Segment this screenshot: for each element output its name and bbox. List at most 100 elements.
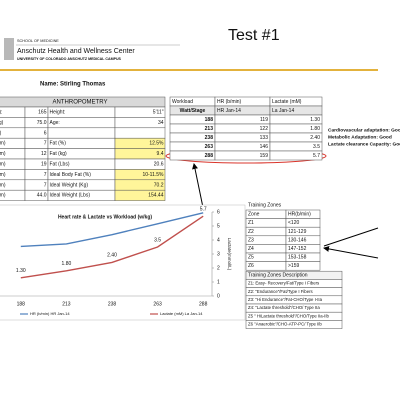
- table-cell-text: 7: [44, 182, 47, 188]
- table-subheader: La Jan-14: [272, 108, 294, 114]
- data-label: 2.40: [107, 253, 117, 259]
- arrow: [323, 245, 379, 259]
- table-cell-text: Ideal Weight (Lbs): [50, 193, 91, 199]
- table-cell: [269, 150, 323, 161]
- table-cell-text: Z3: [248, 237, 254, 243]
- table-cell-text: Z6: [248, 263, 254, 269]
- table-cell-text: 188: [205, 117, 214, 123]
- table-header: HR(b/min): [288, 212, 311, 218]
- data-label: 1.80: [62, 261, 72, 267]
- series-line: [20, 215, 204, 279]
- table-cell: [0, 117, 26, 129]
- table-cell-text: Kg): [0, 120, 4, 126]
- data-label: 5.7: [200, 207, 207, 213]
- y2-tick-label: 6: [217, 209, 220, 215]
- arrow-line: [323, 227, 379, 247]
- patient-name: Name: Stirling Thomas: [40, 82, 106, 88]
- table-cell: [0, 106, 26, 118]
- chart-title: Heart rate & Lactate vs Workload (w/kg): [58, 214, 152, 220]
- table-subheader: HR Jan-14: [217, 108, 241, 114]
- table-cell-text: Ideal Body Fat (%): [50, 172, 92, 178]
- y2-tick-label: 3: [217, 251, 220, 257]
- campus-label: UNIVERSITY OF COLORADO ANSCHUTZ MEDICAL …: [17, 57, 122, 61]
- y2-tick-label: 0: [217, 293, 220, 299]
- table-cell-text: 146: [260, 144, 269, 150]
- assessment-line: Cardiovascular adaptation: Good: [328, 127, 400, 133]
- page-title: Test #1: [228, 27, 280, 44]
- table-cell-text: 70.2: [154, 182, 164, 188]
- table-cell-text: mm): [0, 141, 6, 147]
- table-cell-text: Fat (Lbs): [50, 162, 70, 168]
- table-subheader: Watt/Stage: [180, 108, 206, 114]
- table-cell-text: Z5: [248, 255, 254, 261]
- series-line: [20, 212, 204, 248]
- description-line: Z2: "Endurance"/Fat/Type I Fibers: [248, 289, 313, 294]
- table-cell-text: 6: [44, 130, 47, 136]
- table-cell-text: 7: [44, 141, 47, 147]
- assessment-line: Lactate clearance Capacity: Good: [328, 141, 400, 147]
- table-cell-text: Fat (kg): [50, 151, 68, 157]
- table-cell-text: 44.0: [37, 193, 47, 199]
- description-line: Z6 "Anaerobic"/CHO-ATP-PC/ Type IIb: [248, 322, 322, 327]
- table-cell-text: Fat (%): [50, 141, 67, 147]
- table-cell-text: 130-146: [288, 237, 307, 243]
- table-cell-text: 7: [44, 172, 47, 178]
- table-cell-text: 10-11.5%: [142, 172, 164, 178]
- table-cell-text: 9.4: [157, 151, 164, 157]
- table-cell-text: <120: [288, 220, 299, 226]
- table-cell-text: Age:: [50, 120, 60, 126]
- table-cell-text: 1.80: [310, 126, 320, 132]
- table-cell-text: Z2: [248, 229, 254, 235]
- table-cell-text: 288: [205, 153, 214, 159]
- table-cell: [114, 189, 166, 201]
- x-tick-label: 238: [108, 301, 117, 307]
- table-header: HR (b/min): [217, 99, 242, 105]
- assessment-line: Metabolic Adaptation: Good: [328, 134, 392, 140]
- table-cell-text: 153-158: [288, 255, 307, 261]
- table-cell-text: Ideal Weight (Kg): [50, 182, 89, 188]
- y2-tick-label: 2: [217, 265, 220, 271]
- y2-tick-label: 1: [217, 279, 220, 285]
- table-cell-text: 75.0: [37, 120, 47, 126]
- x-tick-label: 188: [17, 301, 26, 307]
- legend-label: Lactate (mM) La Jan-14: [160, 311, 203, 316]
- table-cell-text: mm): [0, 193, 6, 199]
- x-tick-label: 288: [199, 301, 208, 307]
- description-line: Z1: Easy- Recovery/Fat/Type I Fibers: [248, 281, 319, 286]
- table-cell-text: 133: [260, 135, 269, 141]
- table-cell-text: mm): [0, 172, 6, 178]
- table-cell-text: 12: [41, 151, 47, 157]
- y2-tick-label: 5: [217, 223, 220, 229]
- x-tick-label: 213: [62, 301, 71, 307]
- table-cell-text: mm): [0, 151, 6, 157]
- table-cell-text: 263: [205, 144, 214, 150]
- table-cell: [245, 320, 343, 329]
- table-title: ANTHROPOMETRY: [53, 100, 108, 106]
- description-line: Z4: "Lactate threshold"/CHO/ Type IIa: [248, 305, 320, 310]
- data-label: 3.5: [154, 237, 161, 243]
- table-cell-text: m): [0, 130, 2, 136]
- table-cell-text: 154.44: [148, 193, 164, 199]
- table-cell-text: 159: [260, 153, 269, 159]
- school-label: SCHOOL OF MEDICINE: [17, 39, 59, 43]
- table-cell-text: 5'11": [153, 110, 164, 116]
- description-line: Z3: "Hi Endurance"/Fat-CHO/Type I-IIa: [248, 297, 323, 302]
- table-cell-text: 121-129: [288, 229, 307, 235]
- y2-tick-label: 4: [217, 237, 220, 243]
- legend-label: HR (b/min) HR Jan-14: [30, 311, 70, 316]
- logo: [4, 38, 14, 60]
- table-cell-text: 12.5%: [149, 141, 164, 147]
- table-cell-text: 3.5: [313, 144, 320, 150]
- table-cell-text: 147-152: [288, 246, 307, 252]
- table-cell-text: mm): [0, 182, 6, 188]
- table-cell-text: 213: [205, 126, 214, 132]
- table-cell-text: 34: [158, 120, 164, 126]
- table-header: Training Zones Description: [248, 273, 308, 279]
- section-title: Training Zones: [248, 202, 282, 208]
- y2-axis-title: Lactate(mmol/L): [227, 238, 232, 271]
- table-cell-text: Height:: [50, 110, 66, 116]
- table-cell-text: 238: [205, 135, 214, 141]
- table-cell: [47, 127, 116, 139]
